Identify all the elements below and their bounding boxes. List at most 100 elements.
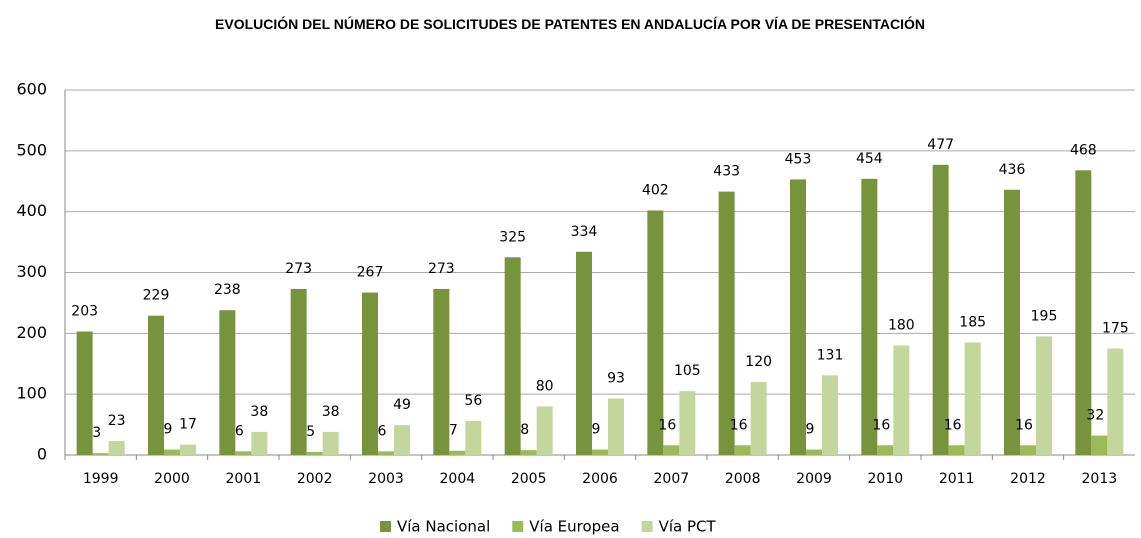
bar xyxy=(592,449,608,455)
legend-swatch xyxy=(641,521,653,532)
data-label: 93 xyxy=(607,370,625,386)
data-label: 49 xyxy=(393,397,411,413)
bar xyxy=(861,178,878,456)
data-label: 8 xyxy=(520,422,529,438)
legend-label: Vía Nacional xyxy=(397,518,490,536)
y-tick-label: 200 xyxy=(16,323,47,342)
data-label: 16 xyxy=(944,417,962,433)
bar xyxy=(718,191,735,455)
bar xyxy=(1004,189,1020,455)
data-label: 180 xyxy=(888,318,915,334)
data-label: 7 xyxy=(449,423,458,439)
y-tick-label: 600 xyxy=(16,80,47,99)
data-label: 273 xyxy=(428,261,455,277)
data-label: 477 xyxy=(927,137,954,153)
bar xyxy=(750,382,767,455)
data-label: 267 xyxy=(357,265,384,281)
data-label: 16 xyxy=(658,417,676,433)
data-label: 238 xyxy=(214,282,241,298)
data-label: 273 xyxy=(285,261,312,277)
bar xyxy=(1075,170,1092,456)
data-label: 6 xyxy=(235,423,244,439)
bar xyxy=(362,292,378,455)
bar xyxy=(394,425,410,455)
bar xyxy=(608,398,624,455)
bar xyxy=(1036,336,1052,455)
bar xyxy=(893,345,910,455)
bar xyxy=(1107,348,1124,455)
bar xyxy=(76,331,93,455)
data-label: 3 xyxy=(92,425,101,441)
bar xyxy=(92,453,109,455)
data-label: 334 xyxy=(571,224,598,240)
data-label: 16 xyxy=(1015,417,1033,433)
bar xyxy=(219,310,236,455)
x-tick-label: 2002 xyxy=(297,471,333,487)
data-label: 6 xyxy=(378,423,387,439)
chart-title: EVOLUCIÓN DEL NÚMERO DE SOLICITUDES DE P… xyxy=(215,16,925,32)
bar xyxy=(576,251,592,455)
x-tick-label: 2010 xyxy=(868,471,904,487)
bar xyxy=(504,257,521,455)
bar xyxy=(964,342,981,455)
data-label: 402 xyxy=(642,182,669,198)
data-label: 468 xyxy=(1070,142,1097,158)
y-tick-label: 0 xyxy=(37,445,47,464)
x-tick-label: 2007 xyxy=(654,471,690,487)
x-tick-label: 2000 xyxy=(154,471,190,487)
bar xyxy=(433,288,450,455)
bar xyxy=(1091,435,1108,455)
data-label: 454 xyxy=(856,151,883,167)
bar xyxy=(306,451,323,455)
data-label: 436 xyxy=(999,162,1026,178)
y-tick-label: 400 xyxy=(16,201,47,220)
data-label: 80 xyxy=(536,378,554,394)
bar xyxy=(520,450,537,455)
x-tick-label: 2004 xyxy=(440,471,476,487)
bar xyxy=(148,315,164,455)
bar xyxy=(251,431,268,455)
x-tick-label: 1999 xyxy=(83,471,119,487)
x-tick-label: 2009 xyxy=(796,471,832,487)
bar xyxy=(108,441,125,455)
x-tick-label: 2013 xyxy=(1082,471,1118,487)
data-label: 23 xyxy=(108,413,126,429)
data-label: 9 xyxy=(806,422,815,438)
data-label: 32 xyxy=(1086,408,1104,424)
x-tick-label: 2008 xyxy=(725,471,761,487)
y-tick-label: 300 xyxy=(16,262,47,281)
data-label: 5 xyxy=(306,424,315,440)
bar xyxy=(164,449,180,455)
data-label: 38 xyxy=(250,404,268,420)
data-label: 175 xyxy=(1102,321,1129,337)
x-tick-label: 2005 xyxy=(511,471,547,487)
legend-swatch xyxy=(512,521,524,532)
x-tick-label: 2001 xyxy=(226,471,262,487)
data-label: 195 xyxy=(1031,308,1058,324)
data-label: 9 xyxy=(592,422,601,438)
data-label: 453 xyxy=(785,151,812,167)
bar xyxy=(734,445,751,455)
bar xyxy=(877,445,894,455)
bar xyxy=(822,375,838,455)
bar xyxy=(465,420,482,455)
data-label: 16 xyxy=(872,417,890,433)
data-label: 120 xyxy=(745,354,772,370)
data-label: 105 xyxy=(674,363,701,379)
data-label: 131 xyxy=(817,347,844,363)
bar xyxy=(948,445,965,455)
bar xyxy=(180,444,196,455)
bar xyxy=(536,406,553,455)
data-label: 433 xyxy=(713,164,740,180)
bar xyxy=(322,431,339,455)
y-tick-label: 100 xyxy=(16,384,47,403)
bar xyxy=(235,451,252,455)
legend-swatch xyxy=(380,521,391,532)
x-tick-label: 2003 xyxy=(368,471,404,487)
bar xyxy=(663,445,680,455)
bar xyxy=(679,391,696,455)
data-label: 56 xyxy=(464,393,482,409)
y-tick-label: 500 xyxy=(16,140,47,159)
